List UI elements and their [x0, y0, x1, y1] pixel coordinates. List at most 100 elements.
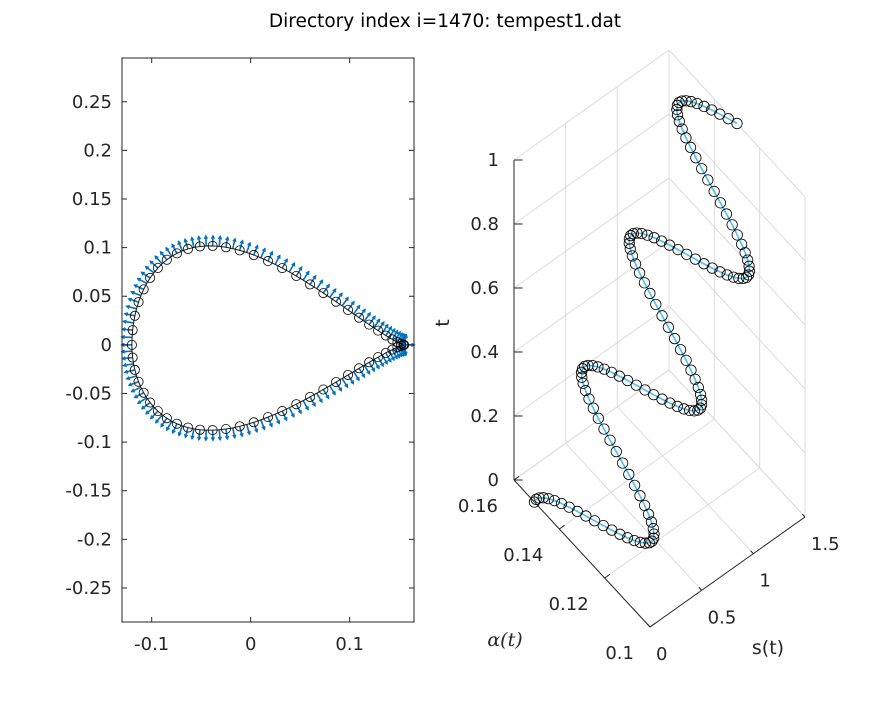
normal-arrow-head [125, 304, 130, 309]
boundary-point [161, 413, 172, 424]
t-tick-label: 0.6 [470, 278, 499, 299]
boundary-point [152, 262, 163, 273]
normal-arrow [137, 397, 148, 404]
boundary-point [380, 330, 391, 341]
normal-arrow-head [136, 400, 142, 404]
normal-arrow-head [125, 376, 131, 381]
normal-arrow [245, 242, 251, 253]
space-curve-point [727, 271, 740, 283]
space-curve-point [669, 333, 681, 345]
normal-arrow-head [190, 236, 195, 241]
normal-arrow [322, 389, 330, 399]
normal-arrow [126, 375, 137, 380]
alpha-tick-label: 0.12 [549, 594, 589, 615]
space-curve-point [690, 152, 702, 164]
space-curve-point [671, 103, 683, 116]
space-curve-point [580, 510, 592, 522]
y-tick-label: -0.15 [65, 481, 112, 502]
boundary-point [127, 325, 138, 336]
normal-arrow [368, 315, 376, 326]
normal-arrow [373, 359, 380, 369]
boundary-point [171, 248, 182, 259]
space-curve-point [743, 260, 755, 272]
space-curve-point [688, 405, 700, 417]
normal-arrow-head [136, 277, 142, 282]
boundary-point [145, 397, 156, 408]
boundary-point [133, 297, 144, 308]
space-curve-point [628, 534, 640, 547]
space-curve-point [696, 163, 708, 175]
boundary-point [207, 425, 218, 436]
normal-arrow-head [171, 429, 176, 435]
boundary-point [331, 296, 342, 307]
normal-arrow-head [384, 323, 389, 329]
normal-arrow-head [355, 376, 360, 382]
space-curve-point [671, 400, 683, 413]
space-curve-point [662, 321, 674, 333]
s-tick-label: 1 [759, 571, 770, 592]
space-curve-point [681, 248, 693, 260]
boundary-point [138, 284, 149, 295]
boundary-point [248, 250, 259, 261]
normal-arrow-head [246, 430, 251, 436]
normal-arrow [385, 326, 393, 337]
grid-line-s-floor [668, 369, 806, 518]
boundary-point [171, 418, 182, 429]
normal-arrow-head [371, 315, 376, 320]
normal-arrow [166, 420, 173, 431]
normal-arrow-head [196, 436, 202, 442]
space-curve-point [548, 495, 561, 507]
normal-arrow [377, 321, 385, 332]
space-curve-point [641, 229, 654, 241]
normal-arrow-head [130, 388, 135, 393]
normal-arrow-head [375, 364, 380, 370]
normal-arrow [316, 279, 324, 290]
normal-arrow-head [390, 356, 395, 362]
boundary-point [262, 256, 273, 267]
normal-arrow [140, 271, 151, 279]
space-curve-point [610, 446, 622, 458]
space-curve-point [691, 97, 703, 110]
space-curve-point [634, 490, 646, 502]
boundary-point [194, 241, 205, 252]
normal-arrow [121, 336, 133, 339]
normal-arrow-head [366, 370, 371, 376]
space-curve-point [626, 250, 638, 262]
boundary-point [305, 391, 316, 402]
normal-arrow [391, 349, 398, 360]
normal-arrow [141, 401, 151, 410]
space-curve-point [656, 310, 668, 322]
space-curve-point [555, 497, 568, 510]
normal-arrow-head [217, 436, 223, 442]
y-tick-label: 0.1 [83, 238, 112, 259]
normal-arrow [231, 427, 236, 439]
space-curve-point [689, 253, 701, 265]
x-tick-label: -0.1 [134, 634, 169, 655]
boundary-point [373, 352, 384, 363]
normal-arrow-head [127, 382, 133, 387]
normal-arrow-head [376, 318, 381, 323]
space-curve-point [630, 379, 642, 391]
boundary-point [138, 387, 149, 398]
normal-arrow-head [210, 234, 216, 240]
space-curve-point [644, 287, 656, 299]
normal-arrow [231, 238, 236, 249]
space-curve-point [542, 493, 555, 505]
space-curve-point [736, 238, 748, 250]
normal-arrow-head [225, 235, 230, 241]
normal-arrow-head [190, 435, 195, 441]
normal-arrow-head [344, 296, 349, 301]
boundary-point [183, 422, 194, 433]
y-tick-label: -0.05 [65, 383, 112, 404]
normal-arrow-head [312, 274, 317, 280]
grid-line-t-back [513, 241, 670, 353]
space-curve-point [696, 394, 708, 406]
space-curve-point [622, 374, 634, 387]
space-curve-point [598, 423, 610, 435]
space-curve-point [625, 230, 637, 242]
normal-arrow-head [149, 415, 155, 420]
normal-arrow [341, 297, 349, 307]
y-tick-label: 0.05 [72, 286, 112, 307]
boundary-point [318, 384, 329, 395]
alpha-tick [513, 475, 520, 481]
